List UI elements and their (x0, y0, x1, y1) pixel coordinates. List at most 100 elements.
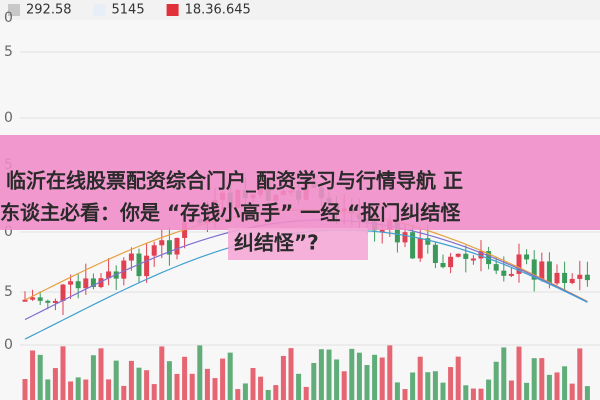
volume-bar (546, 374, 552, 400)
candle-body (166, 240, 172, 255)
volume-bar (60, 346, 66, 400)
candle-body (22, 299, 28, 302)
candle-body (75, 281, 81, 289)
candle-body (501, 270, 507, 276)
volume-bar (197, 345, 203, 400)
candle-body (402, 232, 408, 243)
candle-body (554, 272, 560, 284)
volume-bar (379, 357, 385, 400)
volume-bar (455, 356, 461, 400)
candle-body (493, 264, 499, 271)
volume-bar (128, 360, 134, 400)
candle-body (524, 254, 530, 260)
candle-body (379, 229, 385, 232)
candle-body (121, 260, 127, 279)
volume-bar (280, 355, 286, 400)
candle-body (440, 262, 446, 268)
volume-bar (242, 383, 248, 400)
volume-bar (394, 382, 400, 400)
volume-bar (182, 356, 188, 400)
candle-body (98, 278, 104, 288)
axis-label: 0 (4, 224, 13, 240)
volume-bar (113, 360, 119, 400)
volume-bar (303, 386, 309, 400)
volume-bar (402, 389, 408, 400)
volume-bar (318, 349, 324, 400)
volume-bar (37, 354, 43, 400)
candle-body (569, 278, 575, 283)
volume-bar (235, 389, 241, 400)
candle-body (410, 232, 416, 259)
volume-bar (524, 382, 530, 400)
volume-bar (562, 366, 568, 400)
headline-line: 临沂在线股票配资综合门户_配资学习与行情导航 正 (6, 169, 463, 193)
candle-body (37, 297, 43, 301)
candle-body (516, 254, 522, 274)
legend: 292.58 5145 18.36.645 (8, 3, 251, 18)
volume-bar (189, 373, 195, 400)
candle-body (546, 261, 552, 284)
volume-bar (531, 358, 537, 400)
headline-band (0, 135, 600, 230)
volume-bar (493, 361, 499, 400)
volume-bar (554, 372, 560, 400)
candle-body (425, 238, 431, 245)
volume-bar (584, 386, 590, 400)
candle-body (417, 238, 423, 259)
volume-bar (296, 373, 302, 400)
candle-body (562, 272, 568, 283)
volume-bar (410, 372, 416, 400)
volume-bar (121, 385, 127, 400)
candle-body (486, 251, 492, 265)
candle-body (128, 253, 134, 261)
volume-bar (151, 384, 157, 400)
candle-body (144, 255, 150, 277)
volume-bar (288, 348, 294, 400)
volume-bar (30, 350, 36, 400)
candle-body (531, 259, 537, 280)
candle-body (174, 237, 180, 255)
candle-body (45, 300, 51, 303)
volume-bar (106, 379, 112, 400)
axis-label: 0 (4, 337, 13, 353)
volume-bar (265, 389, 271, 400)
candle-body (432, 244, 438, 263)
candle-body (60, 284, 66, 301)
volume-bar (326, 349, 332, 400)
axis-label: 5 (4, 44, 13, 60)
volume-bar (98, 348, 104, 400)
legend-label: 292.58 (26, 3, 72, 18)
volume-bar (356, 352, 362, 400)
volume-bar (334, 359, 340, 400)
legend-label: 18.36.645 (185, 3, 251, 18)
volume-bar (166, 361, 172, 400)
volume-bar (516, 346, 522, 400)
candle-body (159, 240, 165, 246)
volume-bar (508, 380, 514, 400)
volume-bar (136, 367, 142, 400)
candle-body (394, 220, 400, 243)
candle-body (577, 274, 583, 279)
volume-bar (486, 379, 492, 400)
candle-body (463, 253, 469, 259)
volume-bar (159, 346, 165, 400)
candle-body (455, 253, 461, 257)
volume-bar (425, 372, 431, 400)
candle-body (90, 278, 96, 288)
candle-body (30, 297, 36, 300)
volume-bar (227, 352, 233, 400)
volume-bar (432, 371, 438, 400)
headline-band-tail (228, 228, 368, 260)
volume-bar (341, 371, 347, 400)
volume-bar (220, 358, 226, 400)
volume-bar (387, 345, 393, 400)
candle-body (52, 300, 58, 303)
candle-body (539, 261, 545, 280)
volume-bar (144, 370, 150, 400)
axis-label: 5 (4, 284, 13, 300)
volume-bar (212, 378, 218, 400)
candle-body (478, 251, 484, 259)
headline-line: 东谈主必看：你是 “存钱小高手” 一经 “抠门纠结怪 (0, 201, 461, 225)
volume-bar (349, 348, 355, 400)
